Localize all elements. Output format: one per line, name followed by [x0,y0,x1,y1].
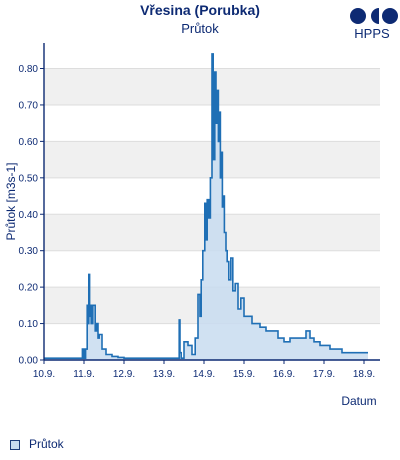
x-tick-label: 17.9. [313,369,335,380]
flow-chart: 0.00 0.10 0.20 0.30 0.40 0.50 0.60 0.70 0.80 10.9… [4,43,380,408]
y-tick-label: 0.80 [19,64,39,75]
legend-swatch-icon [10,439,20,450]
x-tick-label: 14.9. [193,369,215,380]
y-tick-label: 0.00 [19,356,39,367]
logo-text: HPPS [354,26,390,41]
x-tick-label: 12.9. [113,369,135,380]
chart-subtitle: Průtok [181,21,219,36]
y-tick-label: 0.10 [19,319,39,330]
x-axis-label: Datum [341,394,376,408]
x-tick-label: 15.9. [233,369,255,380]
y-tick-label: 0.30 [19,246,39,257]
y-tick-label: 0.40 [19,210,39,221]
x-tick-label: 16.9. [273,369,295,380]
y-tick-label: 0.50 [19,173,39,184]
x-tick-label: 13.9. [153,369,175,380]
legend-label: Průtok [29,437,64,451]
chart-title: Vřesina (Porubka) [140,2,260,18]
y-axis-label: Průtok [m3s-1] [4,162,18,240]
y-tick-label: 0.60 [19,137,39,148]
logo-icon [350,8,398,24]
x-tick-label: 11.9. [73,369,95,380]
series-line [44,53,368,359]
x-tick-label: 18.9. [353,369,375,380]
x-tick-label: 10.9. [33,369,55,380]
y-tick-label: 0.70 [19,100,39,111]
legend[interactable]: Průtok [10,437,64,451]
y-tick-label: 0.20 [19,283,39,294]
hpps-logo: HPPS [346,4,398,44]
